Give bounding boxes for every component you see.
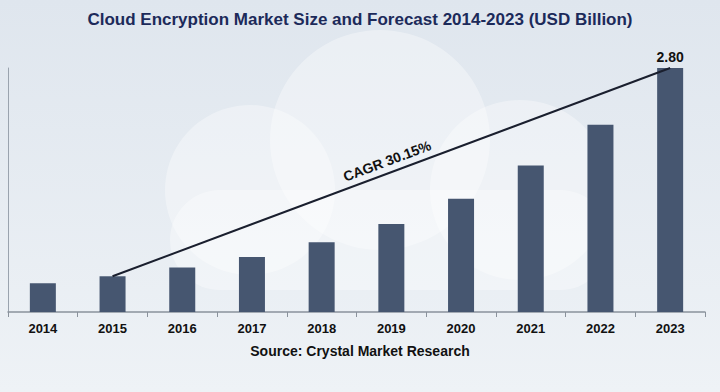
svg-text:2019: 2019 [377, 321, 406, 336]
svg-text:2021: 2021 [516, 321, 545, 336]
svg-text:2014: 2014 [28, 321, 58, 336]
svg-text:2022: 2022 [586, 321, 615, 336]
svg-text:2017: 2017 [237, 321, 266, 336]
svg-text:2018: 2018 [307, 321, 336, 336]
svg-text:2020: 2020 [447, 321, 476, 336]
svg-text:2.80: 2.80 [657, 49, 684, 65]
svg-text:Cloud Encryption Market Size a: Cloud Encryption Market Size and Forecas… [87, 10, 632, 29]
svg-text:2023: 2023 [656, 321, 685, 336]
svg-text:2016: 2016 [168, 321, 197, 336]
svg-text:Source: Crystal Market Researc: Source: Crystal Market Research [250, 343, 469, 359]
svg-text:2015: 2015 [98, 321, 127, 336]
svg-text:CAGR 30.15%: CAGR 30.15% [341, 137, 434, 185]
